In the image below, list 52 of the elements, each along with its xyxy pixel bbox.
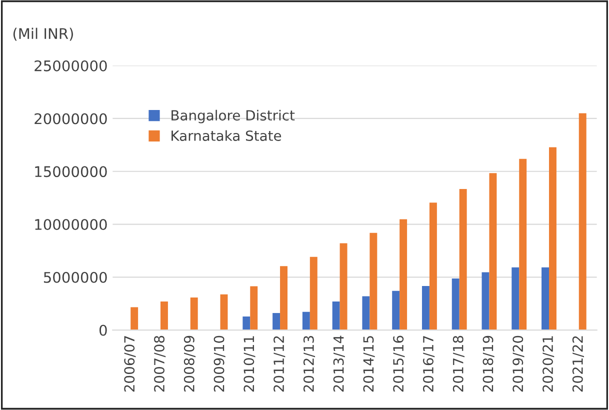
x-tick-label: 2013/14 bbox=[333, 336, 345, 392]
bar bbox=[332, 301, 340, 330]
bar bbox=[130, 307, 138, 330]
bar bbox=[542, 267, 549, 330]
bar bbox=[340, 243, 348, 330]
bar bbox=[220, 294, 228, 330]
bar bbox=[302, 312, 310, 330]
x-tick-label: 2015/16 bbox=[393, 336, 405, 392]
y-tick-label: 5000000 bbox=[44, 272, 107, 283]
x-tick-label: 2014/15 bbox=[363, 336, 375, 392]
bar bbox=[519, 158, 527, 330]
bar bbox=[459, 189, 467, 330]
bar bbox=[190, 297, 198, 330]
x-tick-label: 2011/12 bbox=[274, 336, 286, 392]
bar bbox=[429, 202, 437, 330]
bar bbox=[512, 267, 520, 330]
x-tick-label: 2010/11 bbox=[244, 336, 256, 392]
bar bbox=[280, 266, 288, 330]
bar bbox=[160, 301, 168, 330]
x-tick-label: 2007/08 bbox=[154, 336, 166, 392]
bar bbox=[578, 113, 586, 330]
x-tick-label: 2009/10 bbox=[214, 336, 226, 392]
x-tick-label: 2008/09 bbox=[184, 336, 196, 392]
bar bbox=[242, 316, 250, 330]
bar bbox=[362, 296, 370, 330]
bar bbox=[422, 286, 430, 330]
y-tick-label: 25000000 bbox=[34, 60, 107, 72]
x-tick-label: 2012/13 bbox=[303, 336, 316, 392]
y-tick-label: 0 bbox=[99, 324, 107, 336]
y-axis-title: (Mil INR) bbox=[13, 28, 73, 41]
bar bbox=[370, 232, 378, 330]
legend-label: Bangalore District bbox=[172, 110, 295, 124]
x-tick-label: 2021/22 bbox=[572, 336, 584, 392]
bar bbox=[250, 286, 258, 330]
x-tick-label: 2020/21 bbox=[542, 336, 554, 392]
x-tick-label: 2016/17 bbox=[422, 336, 435, 392]
y-tick-label: 10000000 bbox=[35, 218, 107, 230]
x-tick-label: 2018/19 bbox=[482, 336, 494, 392]
bar bbox=[482, 272, 490, 330]
x-tick-label: 2019/20 bbox=[512, 336, 524, 392]
bar bbox=[400, 219, 408, 330]
x-tick-label: 2017/18 bbox=[452, 336, 464, 392]
bar bbox=[549, 147, 556, 330]
bar bbox=[392, 290, 400, 330]
y-tick-label: 20000000 bbox=[34, 113, 107, 124]
bar bbox=[272, 313, 280, 330]
bar bbox=[489, 173, 497, 330]
bar bbox=[310, 256, 318, 330]
x-tick-label: 2006/07 bbox=[124, 336, 136, 392]
y-tick-label: 15000000 bbox=[35, 166, 107, 178]
bar bbox=[452, 278, 460, 330]
legend-label: Karnataka State bbox=[172, 130, 282, 141]
